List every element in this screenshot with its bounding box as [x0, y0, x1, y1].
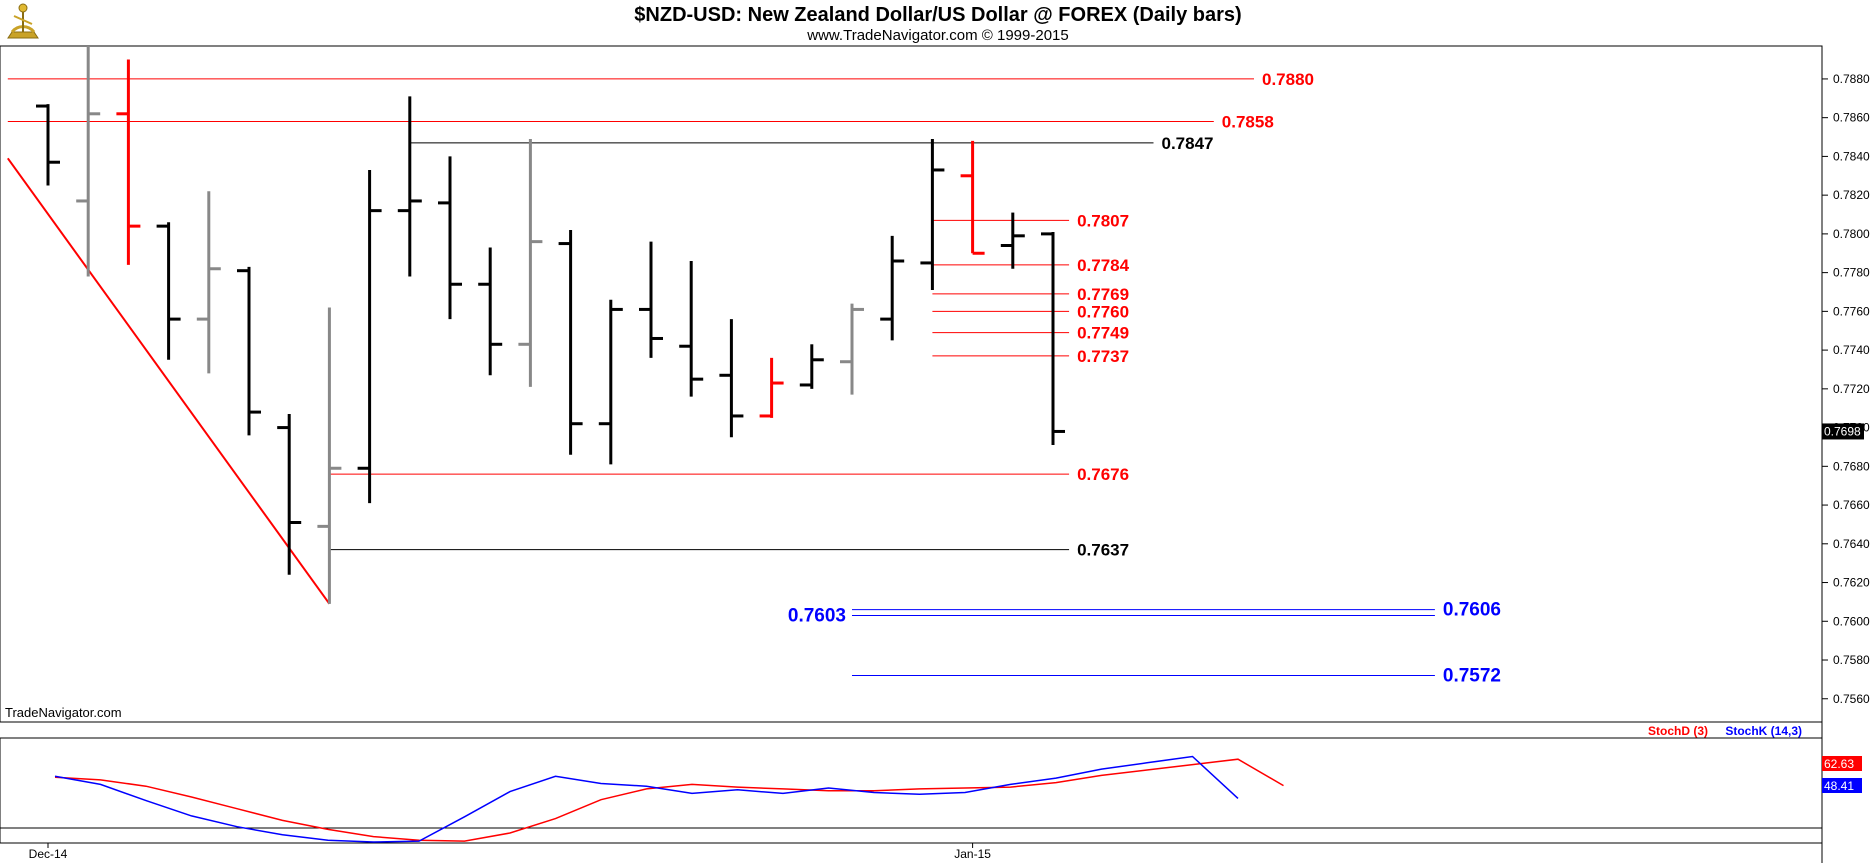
level-label: 0.7637	[1077, 541, 1129, 560]
legend-stochd: StochD (3)	[1648, 724, 1708, 738]
ohlc-bar	[317, 307, 342, 604]
header-background	[0, 0, 1876, 46]
trade-navigator-sextant-icon	[7, 3, 39, 39]
price-tick-label: 0.7800	[1833, 227, 1870, 241]
ohlc-bars	[36, 46, 1065, 604]
ohlc-bar	[799, 344, 824, 389]
stochk-last-value: 48.41	[1824, 779, 1854, 793]
level-label: 0.7572	[1443, 666, 1501, 687]
level-label: 0.7769	[1077, 285, 1129, 304]
ohlc-bar	[277, 414, 302, 575]
level-label: 0.7737	[1077, 347, 1129, 366]
ohlc-bar	[76, 46, 101, 277]
level-label: 0.7880	[1262, 70, 1314, 89]
ohlc-bar	[397, 96, 422, 277]
stochk-tag-background	[1822, 778, 1862, 793]
price-tick-label: 0.7860	[1833, 111, 1870, 125]
ohlc-bar	[960, 140, 985, 255]
ohlc-bar	[880, 235, 905, 341]
stochastic-last-values: 62.63 48.41	[1822, 756, 1862, 793]
chart-title: $NZD-USD: New Zealand Dollar/US Dollar @…	[634, 4, 1241, 26]
ohlc-bar	[357, 169, 382, 504]
ohlc-bar	[1041, 231, 1065, 446]
ohlc-bar	[558, 230, 583, 455]
price-tick-label: 0.7840	[1833, 149, 1870, 163]
stochastic-panel-frame	[0, 737, 1823, 844]
ohlc-bar	[237, 266, 261, 436]
ohlc-bar	[36, 104, 60, 186]
price-tick-label: 0.7680	[1833, 459, 1870, 473]
ohlc-bar	[719, 319, 744, 438]
last-price-tag: 0.7698	[1822, 423, 1864, 440]
ohlc-bar	[759, 357, 784, 418]
level-label: 0.7603	[788, 605, 846, 626]
level-label: 0.7606	[1443, 600, 1501, 621]
level-label: 0.7784	[1077, 256, 1130, 275]
last-price-tag-background	[1822, 423, 1864, 440]
header: $NZD-USD: New Zealand Dollar/US Dollar @…	[0, 0, 1876, 46]
ohlc-bar	[840, 303, 864, 395]
stochd-line	[54, 758, 1284, 842]
legend-stochk: StochK (14,3)	[1725, 724, 1802, 738]
trendline-layer	[6, 157, 331, 605]
stochk-line	[54, 755, 1239, 843]
price-tick-label: 0.7760	[1833, 304, 1870, 318]
stochd-tag-background	[1822, 756, 1862, 771]
last-price-label: 0.7698	[1824, 424, 1861, 438]
price-axis-ticks: 0.7880 0.7860 0.7840 0.7820 0.7800 0.7780 0.77…	[1822, 72, 1870, 706]
price-tick-label: 0.7580	[1833, 653, 1870, 667]
ohlc-bar	[116, 59, 141, 265]
price-panel-frame	[0, 45, 1823, 723]
date-tick-label: Dec-14	[29, 847, 68, 861]
date-tick-label: Jan-15	[954, 847, 991, 861]
level-label: 0.7847	[1162, 134, 1214, 153]
price-tick-label: 0.7720	[1833, 382, 1870, 396]
stochd-last-value: 62.63	[1824, 757, 1854, 771]
stochastic-lines	[54, 755, 1284, 843]
chart-subtitle: www.TradeNavigator.com © 1999-2015	[806, 27, 1068, 44]
ohlc-bar	[679, 261, 704, 397]
price-tick-label: 0.7820	[1833, 188, 1870, 202]
level-label: 0.7760	[1077, 302, 1129, 321]
trendline	[6, 157, 331, 605]
ohlc-bar	[1000, 212, 1025, 269]
level-label: 0.7676	[1077, 465, 1129, 484]
level-label: 0.7858	[1222, 113, 1274, 132]
ohlc-bar	[438, 156, 462, 320]
ohlc-bar	[196, 191, 221, 374]
ohlc-bar	[920, 138, 945, 291]
price-tick-label: 0.7780	[1833, 266, 1870, 280]
price-tick-label: 0.7660	[1833, 498, 1870, 512]
ohlc-bar	[478, 247, 503, 376]
price-tick-label: 0.7620	[1833, 576, 1870, 590]
price-tick-label: 0.7560	[1833, 692, 1870, 706]
ohlc-bar	[518, 138, 543, 387]
price-tick-label: 0.7880	[1833, 72, 1870, 86]
price-tick-label: 0.7740	[1833, 343, 1870, 357]
ohlc-bar	[156, 222, 181, 360]
level-label: 0.7807	[1077, 211, 1129, 230]
price-levels: 0.78800.78580.78470.78070.77840.77690.77…	[7, 70, 1501, 687]
date-axis: Dec-14 Jan-15	[29, 843, 991, 861]
watermark: TradeNavigator.com	[5, 705, 122, 720]
ohlc-bar	[598, 299, 623, 465]
price-tick-label: 0.7640	[1833, 537, 1870, 551]
stochastic-legend: StochD (3) StochK (14,3)	[1648, 724, 1802, 738]
ohlc-bar	[639, 241, 663, 358]
level-label: 0.7749	[1077, 324, 1129, 343]
price-tick-label: 0.7600	[1833, 614, 1870, 628]
